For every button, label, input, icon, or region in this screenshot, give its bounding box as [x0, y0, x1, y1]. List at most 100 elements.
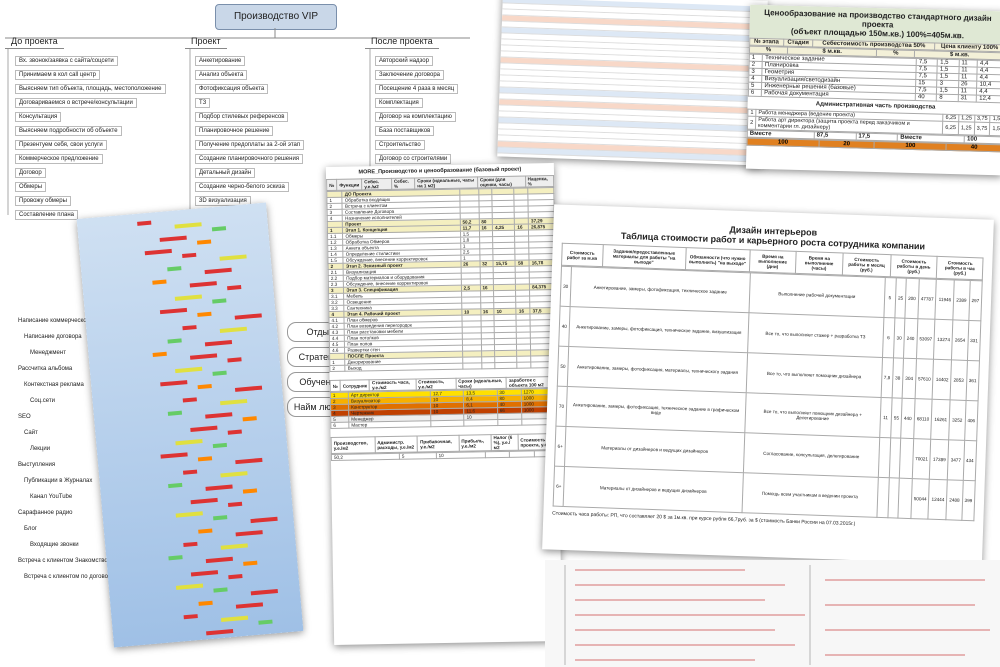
table-cell: Сотрудник [340, 379, 370, 392]
table-cell: Анкетирование, замеры, фотофиксация, тех… [565, 386, 747, 433]
table: 1 Арт директор 12,7 13,5 30 1270 2 Визуализатор… [330, 388, 559, 429]
interior-doc: Дизайн интерьеров Таблица стоимости рабо… [542, 204, 994, 565]
table-cell: 100 [747, 138, 819, 148]
left-item: Блог [24, 526, 37, 532]
table-cell: № [326, 179, 337, 191]
table-cell: Стоимость, у.е./м2 [415, 378, 456, 390]
table-cell: Стадия [783, 39, 814, 47]
table-cell: Помощь всем участникам в ведении проекта [741, 472, 878, 518]
branch-item: ТЗ [195, 98, 211, 108]
table-cell: Анкетирование, замеры, фотофиксация, тех… [568, 306, 749, 353]
bar-shape [183, 541, 198, 548]
table-cell [481, 362, 496, 369]
branch-item: Выясняем подробности об объекте [15, 126, 122, 136]
table-cell: 2 [329, 365, 346, 372]
table-cell: 7,5 [915, 86, 938, 95]
table-cell: 434 [962, 440, 977, 481]
left-item: Публикации в Журналах [24, 478, 93, 484]
bar-shape [219, 254, 247, 261]
branch-item: Договор на комплектацию [375, 112, 456, 122]
branch-item: Обмеры [15, 182, 47, 192]
table: ДО Проекта 1 Обработка входящих 2 Встреча с … [326, 187, 557, 372]
table-cell: 1,5 [937, 73, 959, 81]
table-cell: 40 [946, 143, 1000, 152]
table-cell: Администр. расходы, у.е./м2 [374, 435, 418, 453]
table-cell: 2488 [946, 479, 963, 521]
table-cell: 7,5 [916, 58, 938, 67]
spreadsheet [497, 0, 768, 166]
pricing-sheet: Ценообразование на производство стандарт… [745, 4, 1000, 176]
connectors [5, 28, 470, 215]
table-cell [430, 420, 465, 427]
bar-shape [211, 226, 227, 232]
table-cell: 12,4 [976, 95, 1000, 103]
bar-shape [175, 511, 203, 518]
table-cell: Сроки (для оценки, часы) [477, 176, 526, 188]
bar-shape [228, 574, 243, 580]
table-cell: Стоимость работ за м.кв [561, 243, 603, 267]
branch-item: Фотофиксация объекта [195, 84, 269, 94]
table-cell: Все то, что выполняет помощник дизайнера [746, 352, 883, 398]
table-cell: 3477 [947, 439, 965, 481]
bar-shape [205, 484, 233, 491]
bar-shape [212, 370, 227, 376]
table-cell: 6 [748, 89, 762, 97]
branch-item: Анализ объекта [195, 70, 248, 80]
bar-shape [160, 452, 188, 459]
bar-shape [182, 469, 198, 475]
table-cell: Материалы от дизайнеров и ведущих дизайн… [564, 426, 745, 473]
table-cell: 7,5 [916, 65, 938, 74]
bar-shape [227, 357, 242, 363]
bar-shape [159, 307, 188, 315]
bar-shape [258, 619, 273, 625]
mind-map-image [76, 202, 304, 648]
branch-item: Составление плана [15, 210, 78, 220]
bar-shape [174, 222, 202, 229]
table-cell: 1,5 [989, 122, 1000, 136]
bar-shape [144, 248, 172, 256]
bar-shape [167, 410, 183, 416]
bar-shape [220, 471, 248, 478]
bar-shape [242, 488, 258, 494]
branch-item: Договор [15, 168, 46, 178]
table-cell: Все то, что выполняет стажер + разработк… [747, 312, 884, 358]
table-cell: Анкетирование, замеры, фотофиксация, мат… [567, 346, 748, 393]
table-cell: 6,25 [942, 121, 959, 135]
table-cell: 1,25 [958, 121, 975, 136]
table-cell: Анкетирование, замеры, фотофиксация, тех… [570, 266, 751, 313]
left-item: Написание коммерческого предложения [18, 318, 132, 324]
left-item: Выступления [18, 462, 56, 468]
bar-shape [168, 555, 183, 561]
bar-shape [227, 429, 242, 435]
bar-shape [190, 570, 219, 577]
branch-label: После проекта [365, 34, 439, 49]
left-item: Входящие звонки [30, 542, 79, 548]
bar-shape [174, 294, 203, 301]
branch-item: Договор со строителями [375, 154, 452, 164]
branch-label: Проект [185, 34, 227, 49]
table-cell: Налог (6 %), у.е./м2 [490, 434, 519, 451]
table-cell: Задания/предоставленные материалы для ра… [602, 244, 686, 270]
bar-shape [197, 311, 212, 317]
bar-shape [235, 530, 263, 537]
table-cell: 1,5 [936, 87, 959, 95]
table-cell: 10 [436, 451, 486, 459]
table-cell [509, 450, 535, 458]
bar-shape [175, 366, 203, 374]
table-cell: 57610 [914, 358, 934, 400]
left-item: Канал YouTube [30, 494, 73, 500]
table-cell: Стоимость работы в час (руб.) [936, 256, 984, 280]
table-cell: 17389 [929, 439, 949, 480]
bar-shape [234, 385, 263, 392]
bar-shape [250, 516, 278, 524]
table: 30 Анкетирование, замеры, фотофиксация, т… [552, 266, 983, 522]
table-cell: Функции [336, 178, 362, 191]
bar-shape [189, 281, 217, 288]
table-cell: 50044 [910, 478, 930, 520]
left-item: Написание договора [24, 334, 82, 340]
table-cell: 6,25 [942, 114, 959, 122]
table-cell: Наценка, % [525, 175, 554, 188]
table-cell: Производство, у.е./м2 [331, 436, 375, 454]
left-item: Рассчитка альбома [18, 366, 73, 372]
